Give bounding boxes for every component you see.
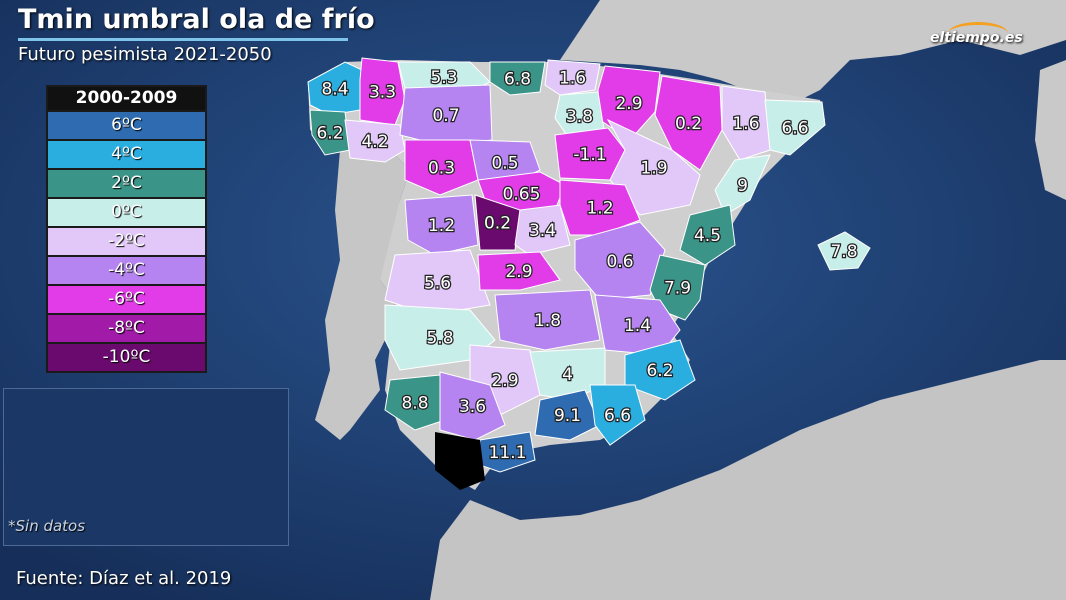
brand-logo-arc [948,22,1008,45]
province-huelva[interactable] [384,374,446,431]
legend-item: -2ºC [48,226,205,255]
province-value: 6.6 [781,119,808,139]
title-underline [18,38,348,41]
province-value: 0.5 [491,154,518,174]
legend-item: 0ºC [48,197,205,226]
legend-item: -10ºC [48,342,205,371]
province-value: 11.1 [489,443,527,463]
land-portugal [315,150,410,440]
province-avila[interactable] [474,194,521,251]
province-ciudad-real[interactable] [494,289,601,351]
province-value: 3.8 [566,107,593,127]
province-value: 5.6 [424,274,451,294]
province-value: 9.1 [554,406,581,426]
province-lleida[interactable] [721,85,771,161]
brand-logo: eltiempo.es [930,30,1023,46]
legend-item: 4ºC [48,139,205,168]
province-castellon[interactable] [679,204,736,266]
province-value: 2.9 [491,371,518,391]
map-title: Tmin umbral ola de frío [18,4,375,35]
province-value: 4.2 [361,132,388,152]
province-value: 3.6 [459,397,486,417]
province-ourense[interactable] [344,119,406,163]
province-value: 3.4 [529,221,556,241]
province-palencia[interactable] [404,139,479,196]
province-value: 1.4 [624,316,651,336]
legend-item: 6ºC [48,110,205,139]
province-value: -1.1 [573,145,606,165]
province-huesca[interactable] [654,75,723,171]
province-value: 0.7 [432,106,459,126]
province-cuenca[interactable] [574,221,666,301]
province-value: 6.2 [316,124,343,144]
no-data-note: *Sin datos [8,517,86,535]
canary-islands-inset [3,388,289,546]
province-murcia[interactable] [624,339,696,401]
province-value: 5.8 [426,329,453,349]
province-value: 3.3 [369,83,396,103]
province-toledo[interactable] [477,251,561,291]
province-sevilla[interactable] [439,371,506,441]
province-value: 0.6 [606,252,633,272]
province-zaragoza[interactable] [606,118,701,216]
province-madrid[interactable] [514,204,571,256]
province-value: 2.9 [505,262,532,282]
legend-item: -6ºC [48,284,205,313]
province-vizcaya[interactable] [544,59,601,96]
province-granada[interactable] [534,389,601,441]
province-cantabria[interactable] [489,61,546,96]
province-value: 0.2 [484,214,511,234]
province-value: 1.2 [428,216,455,236]
province-value: 6.2 [646,361,673,381]
province-baleares[interactable] [817,231,871,271]
province-value: 8.8 [401,394,428,414]
province-tarragona[interactable] [714,154,771,216]
province-value: 7.8 [830,242,857,262]
province-value: 1.6 [732,114,759,134]
province-almeria[interactable] [589,384,646,446]
province-barcelona[interactable] [764,99,826,156]
province-value: 1.8 [534,311,561,331]
province-cadiz[interactable] [435,432,485,490]
province-salamanca[interactable] [404,194,479,256]
province-value: 0.65 [503,185,541,205]
province-value: 1.6 [559,69,586,89]
province-value: 0.3 [428,159,455,179]
province-value: 6.6 [604,406,631,426]
province-value: 5.3 [430,68,457,88]
land-africa [430,360,1066,600]
legend-item: -8ºC [48,313,205,342]
province-valencia[interactable] [649,254,706,321]
legend-item: 2ºC [48,168,205,197]
legend-title: 2000-2009 [48,87,205,110]
province-value: 0.2 [675,114,702,134]
province-value: 6.8 [504,70,531,90]
legend: 2000-2009 6ºC 4ºC 2ºC 0ºC -2ºC -4ºC -6ºC -8ºC -1… [46,85,207,373]
province-value: 4 [562,365,573,385]
province-value: 7.9 [664,279,691,299]
province-jaen[interactable] [529,347,606,401]
land-islands-east [1035,60,1066,200]
province-value: 1.9 [640,159,667,179]
province-value: 1.2 [586,199,613,219]
province-pontevedra[interactable] [309,109,351,156]
source-credit: Fuente: Díaz et al. 2019 [16,568,232,589]
map-subtitle: Futuro pesimista 2021-2050 [18,44,272,65]
province-value: 9 [737,176,748,196]
legend-item: -4ºC [48,255,205,284]
province-value: 2.9 [615,94,642,114]
province-value: 8.4 [321,80,348,100]
province-value: 4.5 [694,226,721,246]
land-france [560,0,1066,100]
